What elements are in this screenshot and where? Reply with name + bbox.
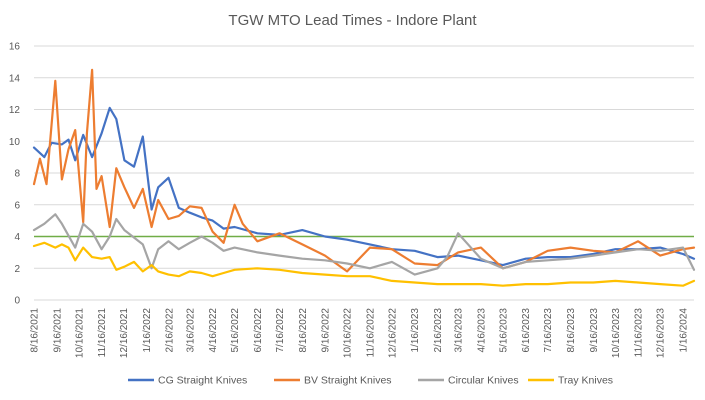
x-tick-label: 12/16/2022 [387,308,398,358]
x-tick-label: 12/16/2021 [119,308,130,358]
legend-item: CG Straight Knives [128,375,247,387]
legend-item: Circular Knives [418,375,519,387]
legend: CG Straight Knives BV Straight Knives Circ… [128,375,613,387]
y-tick-label: 2 [14,264,20,275]
x-tick-label: 9/16/2022 [321,308,332,353]
series-line [32,68,696,273]
chart-title: TGW MTO Lead Times - Indore Plant [228,12,477,29]
legend-label: CG Straight Knives [158,375,247,387]
y-tick-label: 0 [14,296,20,307]
y-tick-label: 12 [9,105,21,116]
series-line [32,106,696,267]
x-tick-label: 1/16/2022 [142,308,153,353]
x-tick-label: 1/16/2024 [678,308,689,353]
y-tick-label: 8 [14,169,20,180]
y-tick-label: 6 [14,200,20,211]
y-axis: 0 2 4 6 8 10 12 14 16 [9,42,21,307]
x-tick-label: 2/16/2022 [165,308,176,353]
x-tick-label: 9/16/2021 [52,308,63,353]
x-tick-label: 8/16/2023 [566,308,577,353]
x-tick-label: 3/16/2022 [185,308,196,353]
legend-label: Tray Knives [558,375,613,387]
y-tick-label: 10 [9,137,21,148]
series-line [32,213,696,276]
x-tick-label: 4/16/2023 [476,308,487,353]
legend-label: BV Straight Knives [304,375,392,387]
x-tick-label: 11/16/2021 [97,308,108,358]
series-lines [32,68,696,287]
x-tick-label: 7/16/2022 [275,308,286,353]
x-tick-label: 6/16/2022 [253,308,264,353]
x-tick-label: 8/16/2021 [30,308,41,353]
legend-label: Circular Knives [448,375,519,387]
legend-item: BV Straight Knives [274,375,392,387]
x-tick-label: 10/16/2022 [343,308,354,358]
x-tick-label: 11/16/2023 [634,308,645,358]
x-tick-label: 10/16/2023 [611,308,622,358]
y-tick-label: 4 [14,232,20,243]
x-tick-label: 2/16/2023 [433,308,444,353]
legend-item: Tray Knives [528,375,613,387]
x-tick-label: 10/16/2021 [74,308,85,358]
x-tick-label: 12/16/2023 [656,308,667,358]
x-axis: 8/16/2021 9/16/2021 10/16/2021 11/16/2021 12… [30,308,690,358]
x-tick-label: 4/16/2022 [208,308,219,353]
x-tick-label: 9/16/2023 [589,308,600,353]
x-tick-label: 1/16/2023 [410,308,421,353]
x-tick-label: 8/16/2022 [298,308,309,353]
series-line [32,241,696,287]
x-tick-label: 7/16/2023 [543,308,554,353]
x-tick-label: 3/16/2023 [454,308,465,353]
x-tick-label: 11/16/2022 [365,308,376,358]
y-tick-label: 16 [9,42,21,53]
y-tick-label: 14 [9,73,21,84]
x-tick-label: 6/16/2023 [521,308,532,353]
x-tick-label: 5/16/2023 [498,308,509,353]
x-tick-label: 5/16/2022 [230,308,241,353]
